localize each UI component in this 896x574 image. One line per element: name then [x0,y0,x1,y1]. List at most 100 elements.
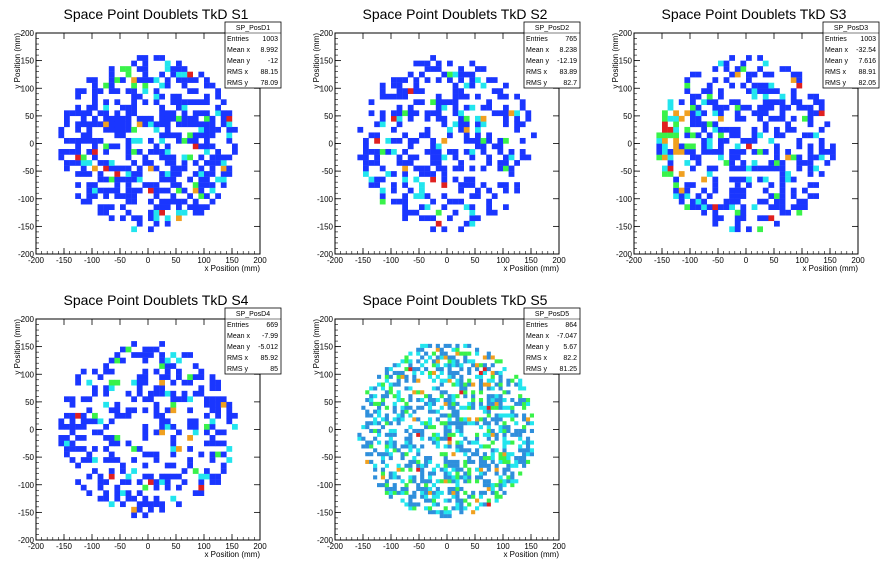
histogram-bin [92,429,98,436]
histogram-bin [443,351,448,356]
histogram-bin [431,498,436,503]
histogram-bin [215,396,221,403]
histogram-bin [148,396,154,403]
histogram-bin [416,459,421,464]
histogram-bin [153,429,160,436]
histogram-bin [443,378,448,383]
histogram-bin [813,99,819,106]
histogram-bin [412,428,417,434]
histogram-bin [125,126,132,133]
histogram-bin [209,115,216,122]
histogram-bin [80,132,87,139]
histogram-bin [420,390,425,395]
histogram-bin [384,374,389,379]
histogram-bin [486,405,491,410]
histogram-bin [447,378,452,383]
histogram-bin [494,413,499,418]
histogram-bin [757,198,763,205]
histogram-bin [159,204,165,210]
histogram-bin [97,473,104,480]
histogram-bin [136,171,143,177]
histogram-bin [463,104,470,111]
histogram-bin [502,471,507,476]
histogram-bin [768,165,775,172]
histogram-bin [757,88,763,94]
histogram-bin [467,475,472,480]
histogram-bin [103,115,109,122]
histogram-bin [153,457,160,463]
histogram-bin [455,343,460,348]
histogram-bin [746,77,752,83]
histogram-bin [471,452,476,457]
histogram-bin [142,82,149,89]
histogram-bin [176,209,182,216]
histogram-bin [408,425,413,430]
histogram-bin [482,456,487,461]
histogram-bin [377,405,382,410]
histogram-bin [443,459,448,464]
histogram-bin [774,143,780,150]
histogram-bin [455,463,460,468]
histogram-bin [159,82,165,89]
histogram-bin [678,143,685,150]
histogram-bin [463,149,470,155]
histogram-bin [181,71,188,78]
histogram-bin [452,88,459,94]
histogram-bin [729,198,735,205]
histogram-bin [97,187,104,194]
stats-row-value: 82.05 [858,80,876,87]
histogram-bin [690,104,696,111]
histogram-bin [142,429,149,436]
histogram-bin [762,82,769,89]
histogram-bin [459,367,464,372]
stats-row-label: Mean x [526,47,549,54]
histogram-bin [723,198,730,205]
histogram-bin [471,390,476,395]
histogram-bin [204,110,210,117]
histogram-bin [455,479,460,484]
histogram-bin [455,382,460,387]
histogram-bin [459,378,464,383]
histogram-bin [407,154,414,161]
histogram-bin [662,165,668,172]
histogram-bin [92,418,98,425]
y-tick-label: 50 [324,398,333,407]
histogram-bin [80,412,87,419]
histogram-bin [86,160,93,166]
histogram-bin [125,193,132,199]
stats-row-label: Entries [526,322,548,329]
histogram-bin [469,165,476,172]
histogram-bin [114,495,121,502]
histogram-bin [506,390,511,395]
histogram-bin [384,421,389,426]
histogram-bin [377,428,382,434]
histogram-bin [192,88,199,94]
histogram-bin [148,160,154,166]
histogram-bin [424,394,429,399]
histogram-bin [430,171,436,177]
histogram-bin [379,82,386,89]
histogram-bin [740,215,747,222]
histogram-bin [220,440,227,447]
histogram-bin [502,390,507,395]
y-tick-label: 0 [329,426,334,435]
histogram-bin [136,55,143,61]
histogram-bin [170,423,177,430]
histogram-bin [120,479,126,485]
histogram-bin [427,405,433,410]
histogram-bin [475,440,480,445]
histogram-bin [497,149,504,155]
histogram-bin [388,456,393,461]
histogram-bin [510,405,515,410]
histogram-bin [447,374,452,379]
histogram-bin [431,363,436,368]
histogram-bin [463,386,468,391]
histogram-bin [209,385,216,392]
histogram-bin [447,71,453,78]
histogram-bin [412,506,417,511]
histogram-bin [455,401,460,406]
histogram-bin [662,132,668,139]
histogram-bin [690,132,696,139]
histogram-bin [209,126,216,133]
histogram-bin [198,165,205,172]
